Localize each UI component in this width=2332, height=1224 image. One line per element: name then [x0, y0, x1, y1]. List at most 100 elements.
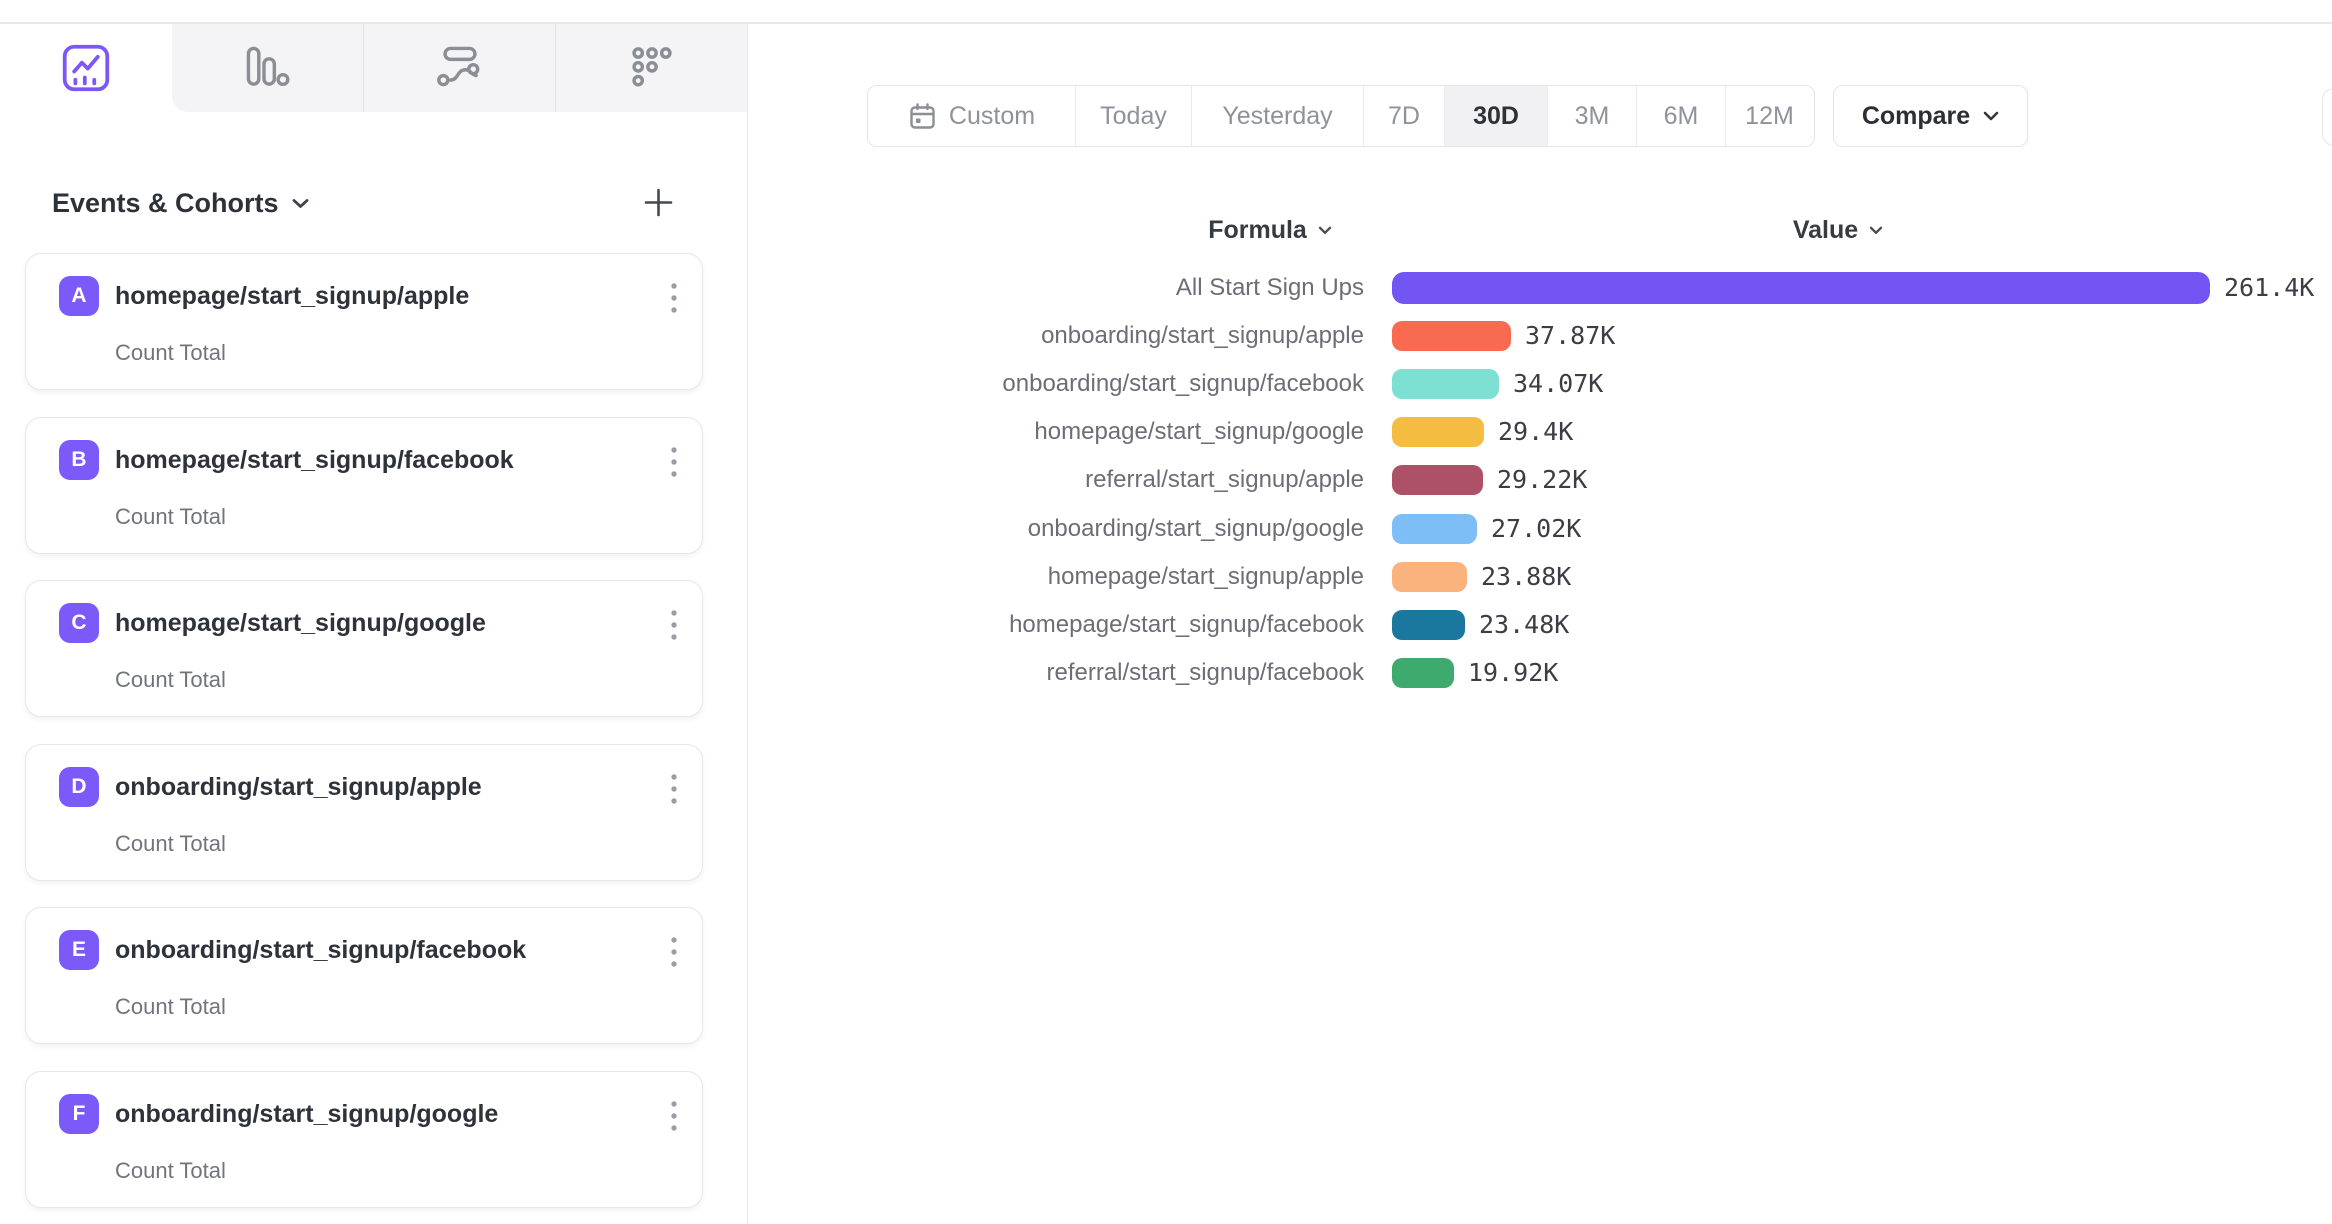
bar-value: 19.92K [1468, 658, 1559, 688]
formula-label: Formula [1208, 215, 1307, 244]
event-metric[interactable]: Count Total [115, 994, 226, 1019]
event-badge: D [59, 766, 99, 807]
event-name: onboarding/start_signup/facebook [115, 936, 527, 964]
bar-segment[interactable] [1392, 658, 1454, 689]
top-divider [0, 22, 2332, 24]
event-metric[interactable]: Count Total [115, 667, 226, 692]
bar-value: 261.4K [2224, 272, 2315, 302]
value-header[interactable]: Value [1638, 213, 2038, 247]
bar-segment[interactable] [1392, 513, 1477, 544]
bar-segment[interactable] [1392, 271, 2210, 304]
event-name: homepage/start_signup/facebook [115, 445, 514, 474]
date-range-custom[interactable]: Custom [868, 86, 1075, 146]
date-range-label: 3M [1574, 101, 1610, 130]
bar-label: referral/start_signup/apple [1085, 466, 1364, 494]
event-name: onboarding/start_signup/google [115, 1099, 499, 1128]
chevron-down-icon [292, 198, 309, 209]
event-badge: E [59, 930, 99, 970]
event-metric[interactable]: Count Total [115, 830, 226, 856]
tab-insights[interactable] [0, 24, 172, 112]
kebab-menu-icon[interactable] [654, 442, 694, 482]
bar-segment[interactable] [1392, 417, 1484, 448]
tab-flows[interactable] [363, 24, 555, 112]
date-range-7d[interactable]: 7D [1363, 86, 1444, 146]
bar-value: 27.02K [1491, 513, 1582, 543]
line-chart-icon [60, 42, 112, 94]
flow-wave-icon [436, 45, 483, 91]
event-name: homepage/start_signup/google [115, 609, 486, 637]
tab-strip [172, 24, 747, 112]
kebab-menu-icon[interactable] [654, 278, 694, 318]
event-badge: B [59, 439, 99, 480]
event-metric[interactable]: Count Total [115, 503, 226, 529]
tab-funnels[interactable] [172, 24, 363, 112]
bar-value: 29.22K [1497, 465, 1588, 495]
bar-label: onboarding/start_signup/facebook [1002, 369, 1364, 397]
formula-header[interactable]: Formula [1070, 213, 1470, 247]
chevron-down-icon [1983, 111, 1999, 121]
date-range-today[interactable]: Today [1075, 86, 1191, 146]
date-range-yesterday[interactable]: Yesterday [1191, 86, 1363, 146]
event-badge: A [59, 276, 99, 316]
event-badge: F [59, 1093, 99, 1134]
bar-value: 29.4K [1498, 417, 1574, 447]
date-range-label: 6M [1663, 101, 1699, 130]
partial-right-button[interactable] [2322, 88, 2332, 146]
bar-segment[interactable] [1392, 561, 1467, 592]
dots-grid-icon [629, 45, 675, 91]
kebab-menu-icon[interactable] [654, 605, 694, 645]
event-name: homepage/start_signup/apple [115, 282, 470, 310]
bar-segment[interactable] [1392, 320, 1511, 351]
plus-icon [643, 187, 674, 218]
bar-label: onboarding/start_signup/apple [1041, 321, 1364, 349]
bar-value: 23.88K [1481, 561, 1572, 591]
compare-label: Compare [1861, 101, 1971, 130]
tab-retention[interactable] [555, 24, 747, 112]
bar-label: homepage/start_signup/facebook [1009, 610, 1364, 638]
date-range-label: 12M [1745, 101, 1794, 130]
bar-label: referral/start_signup/facebook [1046, 659, 1364, 687]
bar-label: homepage/start_signup/apple [1047, 562, 1364, 590]
date-range-label: Yesterday [1222, 101, 1333, 130]
date-range-3m[interactable]: 3M [1547, 86, 1636, 146]
events-cohorts-header[interactable]: Events & Cohorts [52, 186, 309, 220]
event-metric[interactable]: Count Total [115, 1157, 226, 1183]
date-range-label: 7D [1388, 101, 1420, 130]
date-range-label: Today [1100, 101, 1167, 130]
date-range-12m[interactable]: 12M [1725, 86, 1813, 146]
compare-button[interactable]: Compare [1833, 85, 2028, 147]
bar-label: onboarding/start_signup/google [1027, 514, 1364, 542]
funnel-bars-icon [245, 45, 291, 91]
date-range-30d[interactable]: 30D [1444, 86, 1547, 146]
value-label: Value [1792, 215, 1859, 244]
date-range-label: Custom [948, 101, 1036, 130]
bar-value: 37.87K [1525, 320, 1616, 350]
date-range-label: 30D [1473, 101, 1519, 130]
bar-label: All Start Sign Ups [1175, 273, 1364, 301]
bar-segment[interactable] [1392, 368, 1499, 399]
bar-value: 34.07K [1513, 368, 1604, 398]
event-badge: C [59, 603, 99, 643]
date-range-control: Custom Today Yesterday 7D 30D 3M 6M 12M [867, 85, 1815, 147]
sidebar-divider [747, 24, 748, 1224]
add-event-button[interactable] [634, 178, 682, 226]
bar-segment[interactable] [1392, 465, 1483, 496]
chevron-down-icon [1318, 226, 1332, 235]
chevron-down-icon [1869, 226, 1883, 235]
bar-label: homepage/start_signup/google [1034, 418, 1364, 446]
bar-value: 23.48K [1479, 609, 1570, 639]
date-range-6m[interactable]: 6M [1636, 86, 1725, 146]
kebab-menu-icon[interactable] [654, 932, 694, 972]
bar-segment[interactable] [1392, 609, 1465, 640]
events-cohorts-label: Events & Cohorts [52, 187, 279, 218]
event-metric[interactable]: Count Total [115, 340, 226, 365]
kebab-menu-icon[interactable] [654, 769, 694, 809]
calendar-icon [908, 102, 937, 131]
kebab-menu-icon[interactable] [654, 1096, 694, 1136]
